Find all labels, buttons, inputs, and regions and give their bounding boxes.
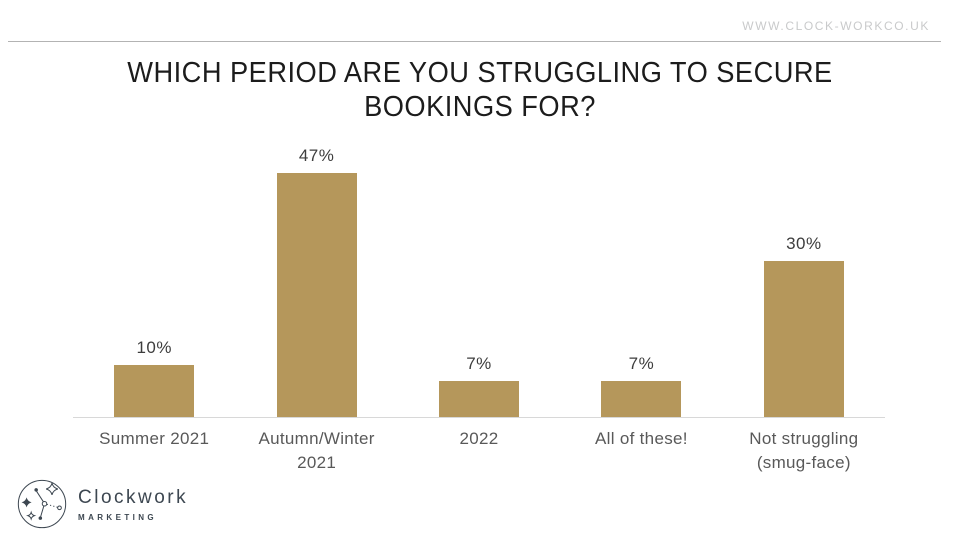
chart-title-line1: WHICH PERIOD ARE YOU STRUGGLING TO SECUR… [127,57,833,89]
bar [439,380,520,417]
bar-category-label: Not struggling (smug-face) [749,429,859,472]
chart-title-line2: BOOKINGS FOR? [364,91,596,123]
bar-chart: 10% 47% 7% 7% 30% Summer 2021 Autumn/Winter 2… [73,145,885,475]
bar [114,365,195,417]
category-axis: Summer 2021 Autumn/Winter 2021 2022 All of … [73,418,885,475]
bar-category-label: Summer 2021 [99,429,210,448]
logo-subtext: MARKETING [78,512,158,522]
clockwork-logo: Clockwork MARKETING [17,479,188,529]
bar-value-label: 7% [628,353,655,373]
bar-column: 7% [560,145,722,417]
bar-column: 47% [235,145,397,417]
logo-text: Clockwork MARKETING [78,487,188,522]
bar-category-label: All of these! [595,429,688,448]
website-url: WWW.CLOCK-WORKCO.UK [742,19,930,33]
bar [601,380,682,417]
bar-column: 30% [723,145,885,417]
bar-value-label: 30% [786,234,822,253]
bar [276,172,357,417]
clockwork-logo-icon [17,479,67,529]
bar-column: 7% [398,145,560,417]
header-divider [8,41,941,42]
bar-value-label: 47% [298,145,335,165]
logo-name: Clockwork [78,486,189,508]
plot-area: 10% 47% 7% 7% 30% [73,145,885,418]
bar-column: 10% [73,145,235,417]
bar [763,261,844,417]
bar-category-label: 2022 [459,429,499,448]
bar-category-label: Autumn/Winter 2021 [258,429,375,472]
bar-value-label: 10% [136,338,172,357]
chart-title: WHICH PERIOD ARE YOU STRUGGLING TO SECUR… [29,56,931,124]
bar-value-label: 7% [466,353,492,373]
